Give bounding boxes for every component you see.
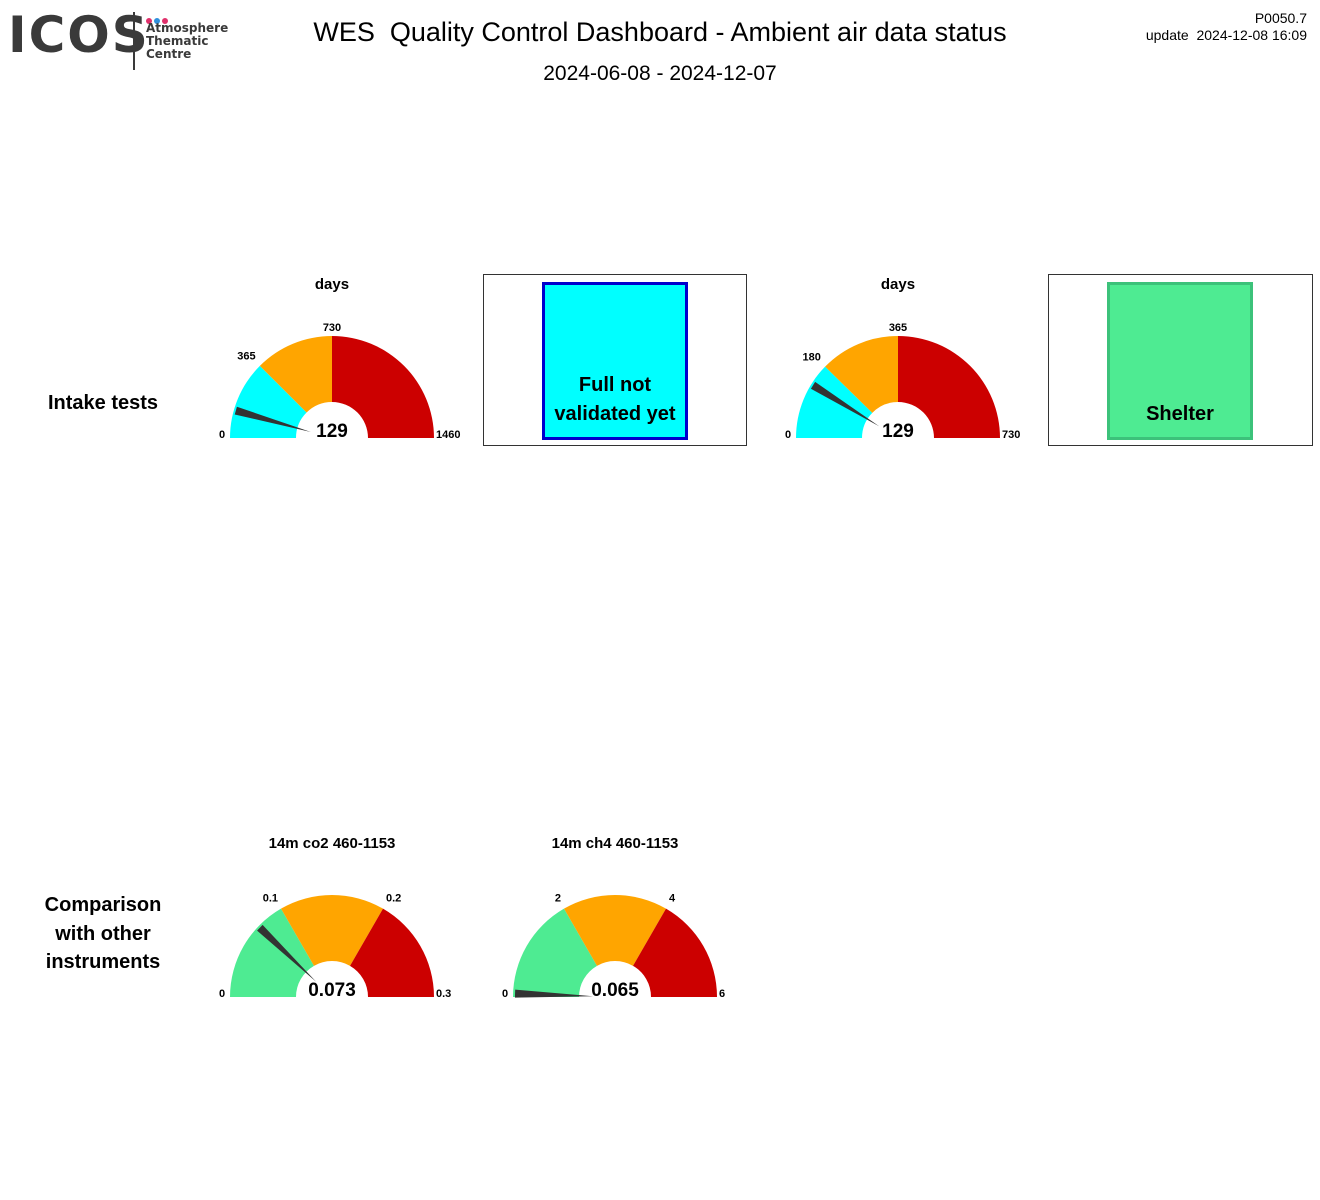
- status-box-shelter: Shelter: [1107, 282, 1253, 440]
- gauge-band: [898, 336, 1000, 438]
- gauge-tick-label: 0: [785, 429, 791, 441]
- gauge-value: 0.065: [591, 980, 639, 1001]
- gauge-tick-label: 0: [502, 988, 508, 1000]
- status-text-line: validated yet: [554, 403, 676, 425]
- status-text-line: Full not: [578, 374, 652, 396]
- gauge-needle: [810, 381, 880, 427]
- gauge-band: [350, 908, 434, 997]
- gauge-needle: [257, 924, 317, 982]
- page-title: WES Quality Control Dashboard - Ambient …: [313, 17, 1007, 47]
- gauge-value: 129: [316, 421, 348, 442]
- gauge-tick-label: 4: [669, 892, 676, 904]
- gauge-intake-days-1: days 0 365 730 1460 129: [212, 270, 461, 450]
- gauge-tick-label: 2: [555, 892, 561, 904]
- gauge-svg: 0 365 730 1460 129: [219, 322, 461, 442]
- logo-dots: [146, 11, 176, 24]
- status-box-validation: Full not validated yet: [542, 282, 688, 440]
- row-label-comparison: Comparison with other instruments: [10, 891, 196, 977]
- gauge-value: 0.073: [308, 980, 356, 1001]
- icos-logo-text: ICOS: [8, 6, 150, 64]
- logo-sub-line: Atmosphere: [146, 21, 229, 35]
- gauge-band: [513, 908, 597, 997]
- row-label-line: instruments: [45, 951, 161, 973]
- gauge-title: days: [314, 276, 350, 293]
- gauge-tick-label: 0.1: [263, 892, 278, 904]
- gauge-co2-comparison: 14m co2 460-1153 0 0.1 0.2 0.3 0.073: [212, 829, 452, 1009]
- row-label-intake-tests: Intake tests: [10, 389, 196, 418]
- status-panel-shelter: Shelter: [1048, 274, 1313, 446]
- gauge-band: [281, 895, 383, 966]
- gauge-tick-label: 0.3: [436, 988, 451, 1000]
- row-label-line: Intake tests: [47, 392, 159, 414]
- gauge-tick-label: 0.2: [386, 892, 401, 904]
- gauge-band: [633, 908, 717, 997]
- gauge-tick-label: 1460: [436, 429, 460, 441]
- update-timestamp: update 2024-12-08 16:09: [1145, 27, 1307, 43]
- gauge-svg: 0 180 365 730 129: [785, 322, 1020, 442]
- row-label-line: with other: [55, 922, 151, 945]
- status-text-line: Shelter: [1146, 403, 1214, 425]
- logo-dot: [162, 18, 168, 24]
- gauge-tick-label: 365: [237, 351, 255, 363]
- row-label-line: Comparison: [44, 894, 162, 916]
- gauge-band: [825, 336, 898, 413]
- version-label: P0050.7: [1254, 10, 1307, 26]
- gauge-needle: [514, 989, 594, 998]
- gauge-needle: [234, 406, 311, 432]
- date-range: 2024-06-08 - 2024-12-07: [543, 62, 777, 85]
- gauge-band: [332, 336, 434, 438]
- gauge-tick-label: 6: [719, 988, 725, 1000]
- logo-separator: [133, 12, 135, 70]
- gauge-value: 129: [882, 421, 914, 442]
- gauge-ch4-comparison: 14m ch4 460-1153 0 2 4 6 0.065: [495, 829, 735, 1009]
- logo-subtitle: Atmosphere Thematic Centre: [146, 22, 228, 61]
- logo-sub-line: Centre: [146, 47, 192, 61]
- gauge-tick-label: 730: [1002, 429, 1020, 441]
- gauge-intake-days-2: days 0 180 365 730 129: [778, 270, 1020, 450]
- gauge-tick-label: 0: [219, 988, 225, 1000]
- gauge-band: [564, 895, 666, 966]
- status-panel-validation: Full not validated yet: [483, 274, 747, 446]
- gauge-band: [230, 365, 307, 438]
- gauge-tick-label: 180: [802, 351, 820, 363]
- logo-dot: [154, 18, 160, 24]
- gauge-title: 14m ch4 460-1153: [551, 835, 679, 852]
- gauge-band: [230, 908, 314, 997]
- gauge-title: 14m co2 460-1153: [268, 835, 396, 852]
- gauge-tick-label: 0: [219, 429, 225, 441]
- gauge-band: [259, 336, 332, 413]
- logo-sub-line: Thematic: [146, 34, 209, 48]
- gauge-tick-label: 730: [323, 322, 341, 334]
- gauge-tick-label: 365: [889, 322, 907, 334]
- gauge-svg: 0 2 4 6 0.065: [502, 892, 725, 1001]
- gauge-svg: 0 0.1 0.2 0.3 0.073: [219, 892, 451, 1001]
- gauge-title: days: [880, 276, 916, 293]
- logo-dot: [146, 18, 152, 24]
